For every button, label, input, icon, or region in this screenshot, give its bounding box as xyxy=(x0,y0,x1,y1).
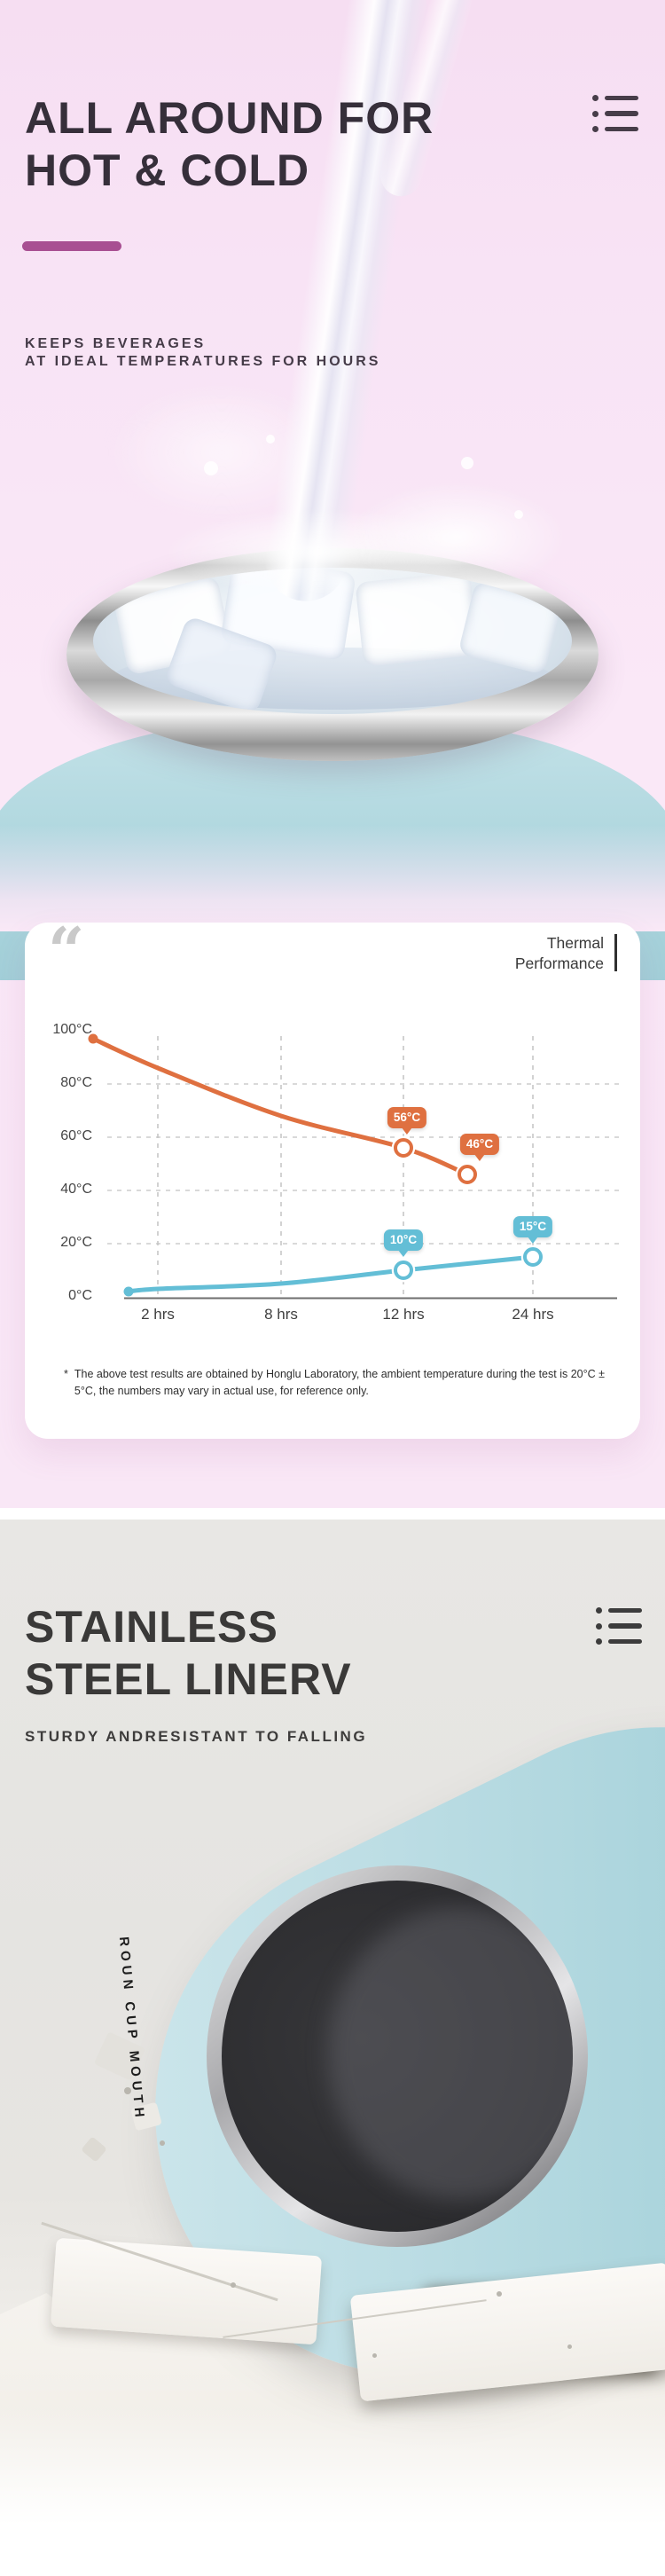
list-icon-row xyxy=(592,126,638,132)
water-droplet xyxy=(514,510,523,519)
page-title: ALL AROUND FOR HOT & COLD xyxy=(25,92,434,196)
bullet-line xyxy=(608,1638,642,1645)
y-tick-label: 80°C xyxy=(60,1075,92,1090)
falling-debris xyxy=(81,2136,107,2163)
list-icon-row xyxy=(596,1638,642,1645)
photo-fade xyxy=(0,825,665,931)
debris-speck xyxy=(372,2353,377,2358)
marker-halo xyxy=(391,1135,416,1160)
debris-speck xyxy=(160,2140,165,2146)
page-title-stainless: STAINLESS STEEL LINERV xyxy=(25,1601,352,1705)
cold-water-temperature-start-marker xyxy=(123,1286,134,1297)
title-line-2: HOT & COLD xyxy=(25,145,310,195)
thermal-line-chart: 56°C 46°C 10°C 15°C 100°C 80°C 60°C 40°C 20°C 0°C… xyxy=(25,923,640,1439)
accent-bar xyxy=(22,241,121,251)
marker-halo xyxy=(455,1162,480,1187)
x-tick-label: 2 hrs xyxy=(141,1306,175,1323)
photo-caption-vertical: ROUN CUP MOUTH xyxy=(115,1936,148,2123)
chart-title-line-1: Thermal xyxy=(546,934,604,952)
section-stainless: ROUN CUP MOUTH STAINLESS STEEL LINERV ST… xyxy=(0,1520,665,2576)
hot-water-temperature-start-marker xyxy=(88,1033,98,1044)
footnote-text: The above test results are obtained by H… xyxy=(74,1368,605,1398)
bullet-dot xyxy=(592,110,598,117)
badge-tail xyxy=(397,1249,409,1257)
data-label-badge: 10°C xyxy=(383,1229,424,1257)
data-label-badge: 46°C xyxy=(459,1134,500,1161)
interior-reflection xyxy=(328,1907,573,2200)
badge-tail xyxy=(527,1236,538,1244)
photo-fade xyxy=(0,2407,665,2576)
water-droplet xyxy=(266,435,275,444)
list-icon-row xyxy=(592,110,638,117)
list-icon xyxy=(592,95,638,132)
bullet-line xyxy=(605,95,638,101)
list-icon-row xyxy=(596,1607,642,1614)
y-tick-label: 60°C xyxy=(60,1128,92,1143)
cup-mouth-ring xyxy=(207,1865,588,2247)
water-droplet xyxy=(461,457,473,469)
subtitle-line-1: KEEPS BEVERAGES xyxy=(25,336,207,351)
marker-halo xyxy=(520,1245,545,1269)
title-line-2: STEEL LINERV xyxy=(25,1653,352,1704)
chart-canvas xyxy=(88,1033,624,1300)
subtitle-line: STURDY ANDRESISTANT TO FALLING xyxy=(25,1728,368,1745)
subtitle-line-2: AT IDEAL TEMPERATURES FOR HOURS xyxy=(25,353,381,369)
chart-title-line-2: Performance xyxy=(514,954,604,972)
bullet-line xyxy=(608,1623,642,1629)
hot-water-temperature-line xyxy=(90,1036,470,1177)
bullet-line xyxy=(608,1607,642,1614)
chart-title: Thermal Performance xyxy=(515,933,617,974)
bullet-dot xyxy=(596,1622,602,1630)
x-tick-label: 12 hrs xyxy=(382,1306,425,1323)
bullet-dot xyxy=(592,95,598,101)
chart-footnote: * The above test results are obtained by… xyxy=(64,1366,610,1401)
cold-water-temperature-line xyxy=(126,1254,536,1294)
y-tick-label: 20°C xyxy=(60,1235,92,1250)
hot-water-temperature-marker xyxy=(458,1165,477,1184)
cold-water-temperature-marker xyxy=(394,1261,413,1280)
cup-mouth-interior xyxy=(222,1881,573,2232)
badge-tail xyxy=(473,1153,485,1161)
title-line-1: ALL AROUND FOR xyxy=(25,93,434,143)
water-splash xyxy=(350,483,563,590)
y-tick-label: 0°C xyxy=(68,1288,92,1303)
debris-speck xyxy=(497,2291,502,2297)
list-icon-row xyxy=(596,1622,642,1630)
title-rule xyxy=(614,934,617,971)
list-icon-row xyxy=(592,95,638,101)
debris-speck xyxy=(231,2282,236,2288)
y-tick-label: 40°C xyxy=(60,1182,92,1197)
badge-tail xyxy=(401,1127,412,1135)
cold-water-temperature-marker xyxy=(523,1247,543,1267)
section-subtitle: STURDY ANDRESISTANT TO FALLING xyxy=(25,1728,367,1747)
thermal-performance-card: “ Thermal Performance 56°C 46°C 10°C 15°C 10… xyxy=(25,919,640,1439)
bullet-line xyxy=(605,111,638,116)
bullet-dot xyxy=(596,1638,602,1645)
debris-speck xyxy=(567,2344,572,2349)
y-tick-label: 100°C xyxy=(52,1022,92,1037)
chart-title-text: Thermal Performance xyxy=(515,933,604,974)
section-subtitle: KEEPS BEVERAGES AT IDEAL TEMPERATURES FO… xyxy=(25,335,380,370)
data-label-badge: 56°C xyxy=(387,1107,427,1135)
list-icon xyxy=(596,1607,642,1645)
bullet-dot xyxy=(592,126,598,132)
marker-halo xyxy=(391,1258,416,1283)
quote-icon: “ xyxy=(48,913,85,988)
x-tick-label: 24 hrs xyxy=(512,1306,554,1323)
x-tick-label: 8 hrs xyxy=(264,1306,298,1323)
data-label-badge: 15°C xyxy=(512,1216,553,1244)
debris-speck xyxy=(124,2087,131,2094)
bullet-dot xyxy=(596,1607,602,1614)
water-droplet xyxy=(204,461,218,475)
footnote-marker: * xyxy=(64,1368,68,1380)
title-line-1: STAINLESS xyxy=(25,1602,278,1652)
hot-water-temperature-marker xyxy=(394,1138,413,1158)
bullet-line xyxy=(605,126,638,132)
